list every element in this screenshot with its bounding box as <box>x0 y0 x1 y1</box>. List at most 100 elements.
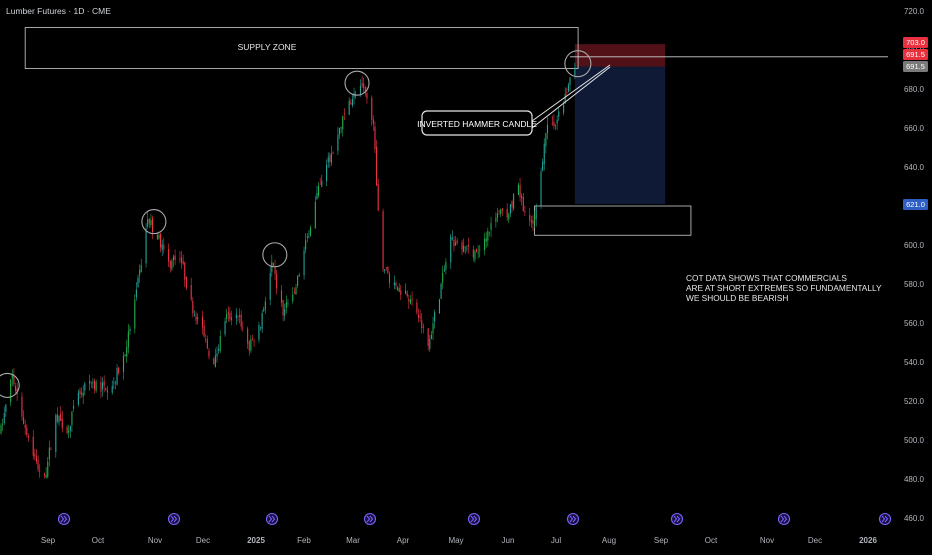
candle[interactable] <box>148 217 150 229</box>
candle[interactable] <box>490 216 492 238</box>
candle[interactable] <box>10 378 12 407</box>
candle[interactable] <box>276 269 278 295</box>
candle[interactable] <box>361 75 363 89</box>
candle[interactable] <box>184 261 186 288</box>
candle[interactable] <box>511 199 513 213</box>
candle[interactable] <box>124 354 126 357</box>
candle[interactable] <box>297 275 299 289</box>
candle[interactable] <box>77 389 79 407</box>
candle[interactable] <box>2 418 4 432</box>
candle[interactable] <box>506 203 508 221</box>
candle[interactable] <box>442 265 444 290</box>
position-reward-zone[interactable] <box>574 66 666 205</box>
candle[interactable] <box>237 315 239 322</box>
highlight-circle[interactable] <box>0 372 20 398</box>
candle[interactable] <box>318 182 320 198</box>
candle[interactable] <box>90 381 92 389</box>
candle[interactable] <box>543 138 545 171</box>
candle[interactable] <box>247 326 249 349</box>
candle[interactable] <box>147 212 149 229</box>
candle[interactable] <box>456 237 458 245</box>
candle[interactable] <box>48 440 50 467</box>
candle[interactable] <box>205 333 207 343</box>
time-axis[interactable]: Sep Oct Nov Dec 2025 Feb Mar Apr May Jun Jul Aug Sep… <box>41 536 878 545</box>
candle[interactable] <box>340 126 342 134</box>
candle[interactable] <box>174 249 176 266</box>
candle[interactable] <box>453 236 455 252</box>
candle[interactable] <box>274 259 276 280</box>
candle[interactable] <box>239 308 241 324</box>
candle[interactable] <box>68 424 70 439</box>
candle[interactable] <box>554 123 557 131</box>
candle[interactable] <box>105 387 107 391</box>
candle[interactable] <box>50 447 52 450</box>
candle[interactable] <box>24 419 26 435</box>
candle[interactable] <box>60 406 62 422</box>
candle[interactable] <box>303 246 305 280</box>
candle[interactable] <box>56 407 58 424</box>
candle[interactable] <box>226 308 228 323</box>
candle[interactable] <box>429 334 431 352</box>
candle[interactable] <box>485 231 487 249</box>
candle[interactable] <box>427 328 429 351</box>
candle[interactable] <box>542 158 544 172</box>
candle[interactable] <box>405 283 407 295</box>
candle[interactable] <box>430 330 432 340</box>
candle[interactable] <box>240 310 242 331</box>
candle[interactable] <box>263 306 265 313</box>
candle[interactable] <box>508 212 510 224</box>
candle[interactable] <box>569 76 571 92</box>
candle[interactable] <box>377 178 379 212</box>
candle[interactable] <box>292 287 294 304</box>
candle[interactable] <box>251 334 254 341</box>
candle[interactable] <box>376 139 378 186</box>
candle[interactable] <box>192 297 194 318</box>
candle[interactable] <box>253 338 255 347</box>
candle[interactable] <box>411 291 413 306</box>
candle[interactable] <box>272 262 274 267</box>
candle[interactable] <box>306 233 308 243</box>
candle[interactable] <box>463 238 465 253</box>
price-badge[interactable]: 691.5 <box>903 61 928 72</box>
candle[interactable] <box>160 232 162 253</box>
candle[interactable] <box>295 284 297 295</box>
candle[interactable] <box>161 239 163 257</box>
candle[interactable] <box>35 449 38 465</box>
candle[interactable] <box>556 115 558 130</box>
candle[interactable] <box>387 265 389 274</box>
candle[interactable] <box>214 348 216 368</box>
candle[interactable] <box>118 366 120 375</box>
candle[interactable] <box>250 335 252 353</box>
candle[interactable] <box>513 193 515 211</box>
candle[interactable] <box>309 225 312 237</box>
candle[interactable] <box>293 287 295 295</box>
candle[interactable] <box>434 309 436 329</box>
candle[interactable] <box>338 127 341 140</box>
candle[interactable] <box>467 237 470 254</box>
candle[interactable] <box>374 121 376 154</box>
candle[interactable] <box>116 364 118 386</box>
candle[interactable] <box>227 306 229 322</box>
candle[interactable] <box>553 114 555 130</box>
candle[interactable] <box>285 295 287 314</box>
candle[interactable] <box>106 385 108 400</box>
candle[interactable] <box>163 237 165 254</box>
price-badge[interactable]: 691.5 <box>903 49 928 60</box>
candle[interactable] <box>332 151 334 155</box>
candle[interactable] <box>422 323 424 334</box>
candle[interactable] <box>363 77 365 93</box>
candle[interactable] <box>66 425 68 435</box>
candle[interactable] <box>69 425 71 438</box>
candle[interactable] <box>206 335 208 350</box>
candle[interactable] <box>529 207 531 227</box>
candle[interactable] <box>269 266 271 306</box>
candle[interactable] <box>150 213 152 228</box>
double-chevron-right-icon[interactable] <box>167 512 181 526</box>
candle[interactable] <box>14 382 17 394</box>
candle[interactable] <box>190 277 192 302</box>
candle[interactable] <box>308 230 310 239</box>
candle[interactable] <box>27 433 29 442</box>
candle[interactable] <box>451 230 453 241</box>
double-chevron-right-icon[interactable] <box>265 512 279 526</box>
candle[interactable] <box>522 192 524 212</box>
